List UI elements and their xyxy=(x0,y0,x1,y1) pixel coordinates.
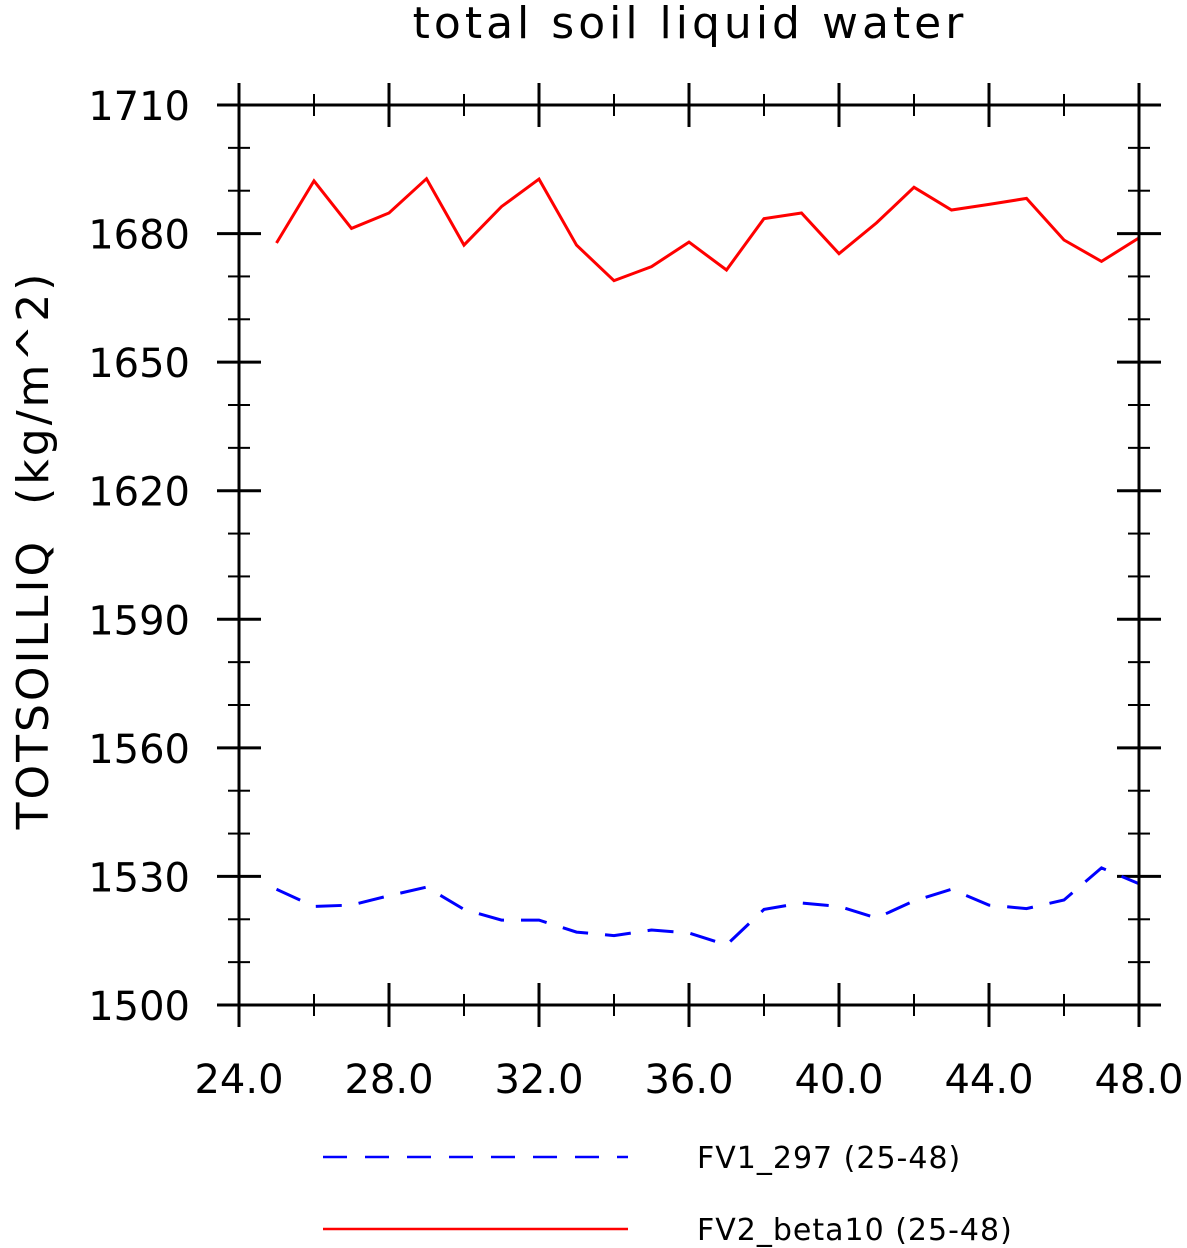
legend-label-2: FV2_beta10 (25-48) xyxy=(697,1213,1013,1248)
series-lines xyxy=(275,176,1140,947)
y-tick-label: 1650 xyxy=(88,341,190,387)
series-line-2 xyxy=(275,176,1140,283)
x-tick-label: 32.0 xyxy=(494,1057,583,1103)
x-tick-label: 28.0 xyxy=(344,1057,433,1103)
legend-label-1: FV1_297 (25-48) xyxy=(697,1141,961,1176)
x-tick-label: 48.0 xyxy=(1094,1057,1183,1103)
y-tick-label: 1680 xyxy=(88,213,190,259)
y-tick-label: 1590 xyxy=(88,598,190,644)
axis-ticks xyxy=(217,83,1161,1027)
y-tick-label: 1710 xyxy=(88,84,190,130)
y-axis-label: TOTSOILLIQ (kg/m^2) xyxy=(8,271,59,831)
axis-tick-labels: 24.0 28.0 32.0 36.0 40.0 44.0 48.0 1500 1530 1560… xyxy=(88,84,1183,1103)
plot-frame xyxy=(237,103,1141,1007)
x-tick-label: 36.0 xyxy=(644,1057,733,1103)
chart-title: total soil liquid water xyxy=(413,0,968,49)
x-tick-label: 44.0 xyxy=(944,1057,1033,1103)
y-tick-label: 1560 xyxy=(88,727,190,773)
y-tick-label: 1620 xyxy=(88,470,190,516)
x-tick-label: 24.0 xyxy=(194,1057,283,1103)
y-tick-label: 1530 xyxy=(88,855,190,901)
y-tick-label: 1500 xyxy=(88,984,190,1030)
legend: FV1_297 (25-48) FV2_beta10 (25-48) xyxy=(323,1141,1013,1248)
series-line-1 xyxy=(275,866,1140,947)
x-tick-label: 40.0 xyxy=(794,1057,883,1103)
